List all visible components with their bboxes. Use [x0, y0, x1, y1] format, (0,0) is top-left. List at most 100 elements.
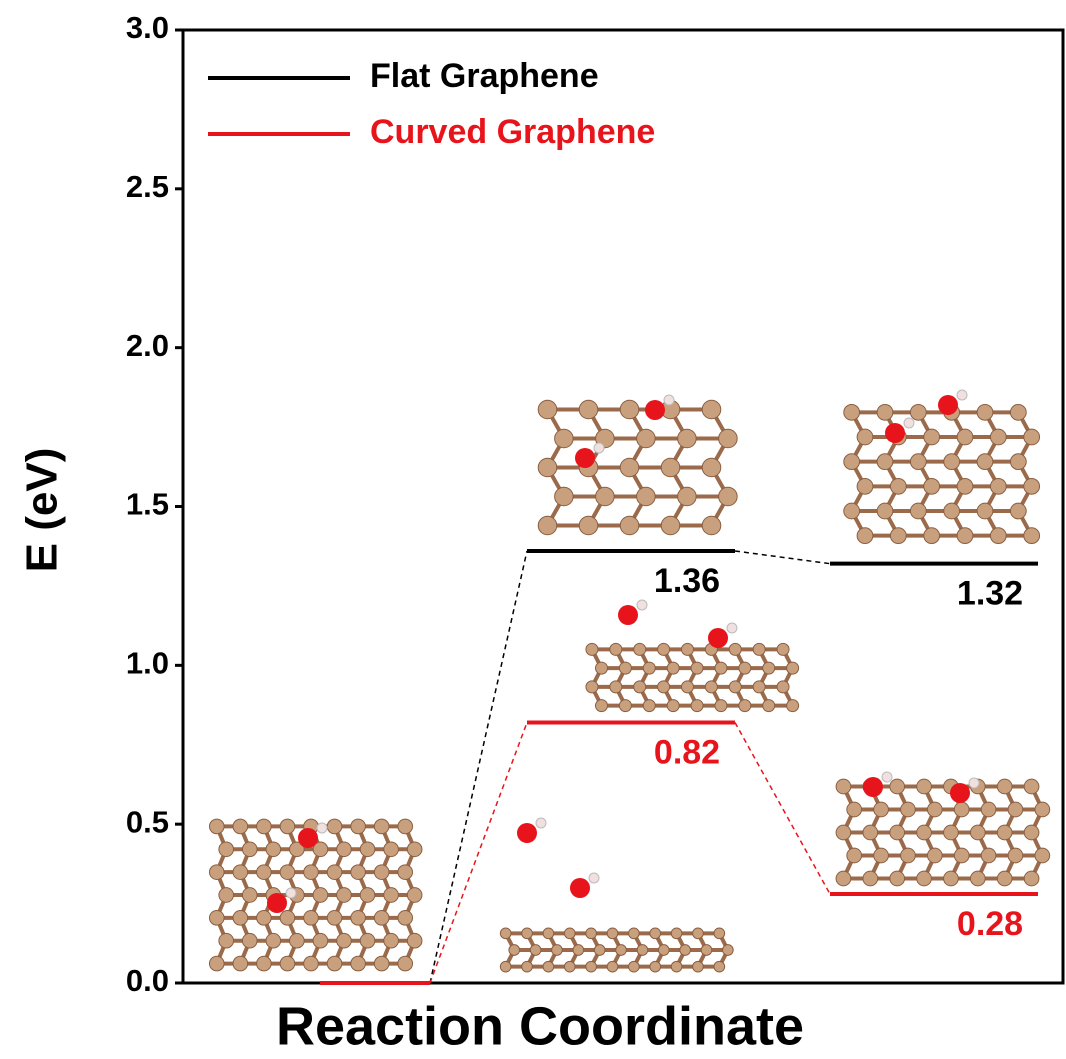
atom — [634, 643, 646, 655]
atom — [596, 662, 608, 674]
atom — [637, 487, 656, 506]
atom — [619, 700, 631, 712]
atom — [917, 779, 932, 794]
atom — [701, 945, 712, 956]
atom — [777, 681, 789, 693]
atom — [981, 848, 996, 863]
atom — [1010, 454, 1026, 470]
atom — [705, 681, 717, 693]
hydrogen-atom — [589, 873, 599, 883]
atom — [970, 871, 985, 886]
atom — [616, 945, 627, 956]
atom — [242, 842, 257, 857]
atom — [398, 911, 413, 926]
atom — [219, 842, 234, 857]
atom — [970, 825, 985, 840]
atom — [714, 961, 725, 972]
atom — [990, 429, 1006, 445]
atom — [543, 928, 554, 939]
atom — [552, 945, 563, 956]
atom — [990, 478, 1006, 494]
hydrogen-atom — [286, 888, 296, 898]
atom — [927, 848, 942, 863]
atom — [715, 662, 727, 674]
atom — [327, 911, 342, 926]
atom — [1024, 779, 1039, 794]
atom — [702, 458, 721, 477]
y-tick-label: 1.0 — [126, 646, 169, 681]
atom — [901, 802, 916, 817]
atom — [678, 429, 697, 448]
atom — [374, 956, 389, 971]
oxygen-atom — [570, 878, 590, 898]
atom — [671, 928, 682, 939]
atom — [682, 681, 694, 693]
atom — [944, 503, 960, 519]
atom — [407, 888, 422, 903]
atom — [280, 865, 295, 880]
atom — [233, 865, 248, 880]
y-tick-label: 3.0 — [126, 10, 169, 45]
atom — [719, 487, 738, 506]
atom — [997, 871, 1012, 886]
atom — [844, 404, 860, 420]
atom — [990, 528, 1006, 544]
atom — [890, 528, 906, 544]
atom — [327, 819, 342, 834]
hydrogen-atom — [594, 443, 604, 453]
atom — [691, 662, 703, 674]
atom — [977, 404, 993, 420]
atom — [661, 516, 680, 535]
atom — [242, 933, 257, 948]
atom — [847, 848, 862, 863]
oxygen-atom — [645, 400, 665, 420]
atom — [209, 819, 224, 834]
atom — [924, 478, 940, 494]
atom — [1024, 871, 1039, 886]
hydrogen-atom — [536, 818, 546, 828]
atom — [304, 865, 319, 880]
atom — [586, 928, 597, 939]
atom — [209, 956, 224, 971]
atom — [1035, 802, 1050, 817]
atom — [661, 458, 680, 477]
atom — [351, 911, 366, 926]
atom — [863, 871, 878, 886]
atom — [844, 503, 860, 519]
atom — [857, 478, 873, 494]
hydrogen-atom — [317, 823, 327, 833]
atom — [384, 842, 399, 857]
data-label: 1.36 — [654, 562, 720, 600]
atom — [290, 933, 305, 948]
atom — [693, 928, 704, 939]
oxygen-atom — [575, 448, 595, 468]
atom — [586, 961, 597, 972]
atom — [586, 643, 598, 655]
atom — [555, 487, 574, 506]
oxygen-atom — [863, 777, 883, 797]
y-tick-label: 1.5 — [126, 487, 169, 522]
atom — [910, 454, 926, 470]
atom — [351, 956, 366, 971]
connector — [430, 551, 527, 983]
y-axis-title: E (eV) — [18, 448, 67, 573]
atom — [954, 848, 969, 863]
atom — [398, 956, 413, 971]
atom — [924, 429, 940, 445]
atom — [242, 888, 257, 903]
connector — [735, 723, 830, 895]
atom — [280, 819, 295, 834]
atom — [1008, 848, 1023, 863]
atom — [763, 700, 775, 712]
atom — [538, 400, 557, 419]
atom — [1024, 528, 1040, 544]
atom — [729, 681, 741, 693]
chart: E (eV) Reaction Coordinate 0.00.51.01.52… — [0, 0, 1066, 1059]
atom — [266, 933, 281, 948]
atom — [714, 928, 725, 939]
atom — [671, 961, 682, 972]
atom — [351, 865, 366, 880]
atom — [678, 487, 697, 506]
legend-label: Flat Graphene — [370, 57, 599, 95]
atom — [658, 681, 670, 693]
